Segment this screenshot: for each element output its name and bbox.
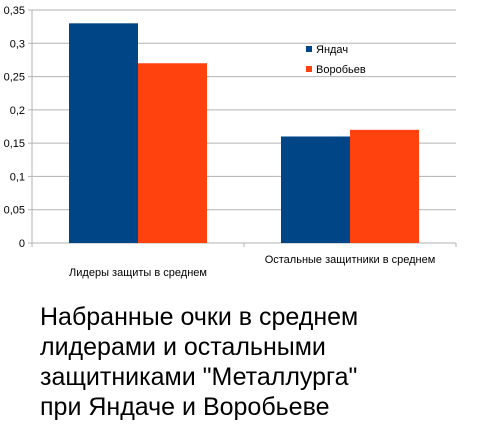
caption-line: при Яндаче и Воробьеве xyxy=(40,393,330,421)
y-tick-label: 0,25 xyxy=(4,72,25,84)
legend: Яндач Воробьев xyxy=(306,44,366,76)
chart-caption: Набранные очки в среднем лидерами и оста… xyxy=(40,302,470,422)
y-tick-label: 0,1 xyxy=(10,171,25,183)
y-tick-label: 0,3 xyxy=(10,38,25,50)
y-tick-label: 0,2 xyxy=(10,105,25,117)
tick-labels: 0 0,05 0,1 0,15 0,2 0,25 0,3 0,35 Лидеры защиты … xyxy=(4,5,436,279)
caption-line: лидерами и остальными xyxy=(40,333,326,361)
y-tick-label: 0,35 xyxy=(4,5,25,17)
caption-line: защитниками "Металлурга" xyxy=(40,363,358,391)
y-tick-label: 0,15 xyxy=(4,138,25,150)
legend-swatch xyxy=(306,46,312,52)
legend-swatch xyxy=(306,66,312,72)
caption-line: Набранные очки в среднем xyxy=(40,303,359,331)
bars xyxy=(69,23,419,243)
legend-label: Яндач xyxy=(316,44,348,56)
y-tick-label: 0,05 xyxy=(4,205,25,217)
x-category-label: Лидеры защиты в среднем xyxy=(69,267,207,279)
bar-2-1 xyxy=(138,63,207,243)
y-tick-label: 0 xyxy=(19,238,25,250)
x-category-label: Остальные защитники в среднем xyxy=(265,254,436,266)
bar-1-2 xyxy=(281,136,350,243)
legend-label: Воробьев xyxy=(316,64,366,76)
bar-2-2 xyxy=(350,129,419,243)
bar-chart: 0 0,05 0,1 0,15 0,2 0,25 0,3 0,35 Лидеры защиты … xyxy=(4,5,457,279)
bar-1-1 xyxy=(69,23,138,243)
